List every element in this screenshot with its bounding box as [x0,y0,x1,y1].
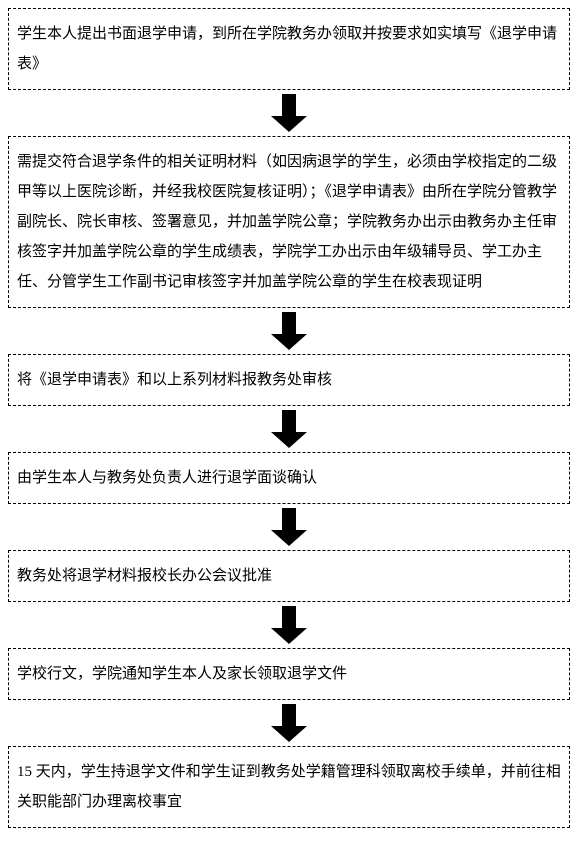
flow-step-text: 将《退学申请表》和以上系列材料报教务处审核 [17,372,332,388]
arrow-shaft-icon [282,410,296,432]
flow-arrow [271,606,307,644]
arrow-down-icon [271,530,307,546]
arrow-down-icon [271,334,307,350]
flow-step-text: 学生本人提出书面退学申请，到所在学院教务办领取并按要求如实填写《退学申请表》 [17,26,557,72]
arrow-shaft-icon [282,508,296,530]
flow-arrow [271,508,307,546]
flow-step-text: 由学生本人与教务处负责人进行退学面谈确认 [17,470,317,486]
arrow-down-icon [271,432,307,448]
flow-step-text: 需提交符合退学条件的相关证明材料（如因病退学的学生，必须由学校指定的二级甲等以上… [17,154,557,290]
flow-arrow [271,410,307,448]
flow-step-7: 15 天内，学生持退学文件和学生证到教务处学籍管理科领取离校手续单，并前往相关职… [8,746,570,828]
flow-step-text: 学校行文，学院通知学生本人及家长领取退学文件 [17,666,347,682]
arrow-shaft-icon [282,94,296,116]
flow-step-2: 需提交符合退学条件的相关证明材料（如因病退学的学生，必须由学校指定的二级甲等以上… [8,136,570,308]
arrow-down-icon [271,116,307,132]
flow-step-4: 由学生本人与教务处负责人进行退学面谈确认 [8,452,570,504]
arrow-shaft-icon [282,704,296,726]
arrow-shaft-icon [282,312,296,334]
flow-step-3: 将《退学申请表》和以上系列材料报教务处审核 [8,354,570,406]
flow-arrow [271,312,307,350]
flow-step-text: 教务处将退学材料报校长办公会议批准 [17,568,272,584]
flow-step-6: 学校行文，学院通知学生本人及家长领取退学文件 [8,648,570,700]
flow-arrow [271,94,307,132]
arrow-down-icon [271,726,307,742]
arrow-shaft-icon [282,606,296,628]
arrow-down-icon [271,628,307,644]
flow-step-1: 学生本人提出书面退学申请，到所在学院教务办领取并按要求如实填写《退学申请表》 [8,8,570,90]
flow-step-5: 教务处将退学材料报校长办公会议批准 [8,550,570,602]
flow-step-text: 15 天内，学生持退学文件和学生证到教务处学籍管理科领取离校手续单，并前往相关职… [17,764,561,810]
withdrawal-flowchart: 学生本人提出书面退学申请，到所在学院教务办领取并按要求如实填写《退学申请表》 需… [8,8,570,828]
flow-arrow [271,704,307,742]
